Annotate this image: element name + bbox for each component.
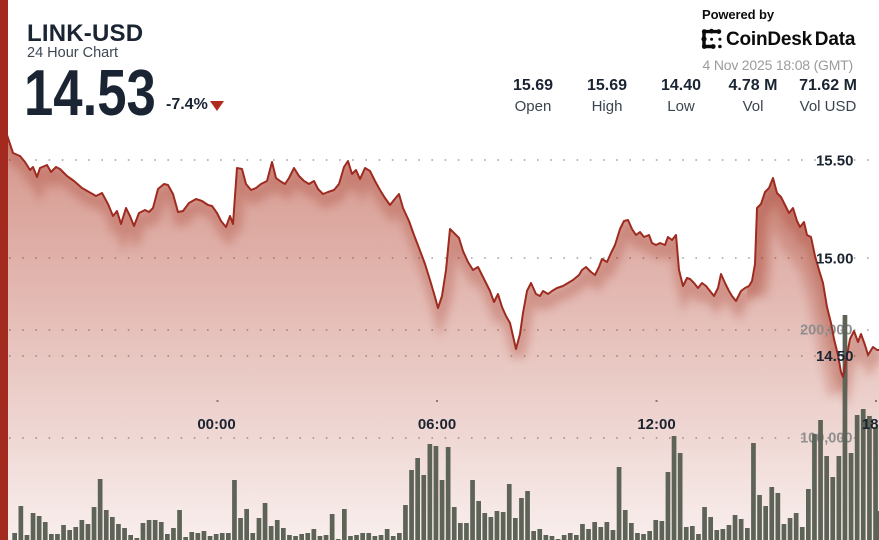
svg-text:15.50: 15.50 [816, 153, 854, 170]
svg-text:06:00: 06:00 [418, 416, 456, 433]
svg-text:15.00: 15.00 [816, 251, 854, 268]
svg-text:18:00: 18:00 [862, 416, 879, 433]
svg-text:12:00: 12:00 [637, 416, 675, 433]
svg-text:200,000: 200,000 [800, 323, 852, 339]
svg-text:14.50: 14.50 [816, 348, 854, 365]
svg-text:00:00: 00:00 [197, 416, 235, 433]
